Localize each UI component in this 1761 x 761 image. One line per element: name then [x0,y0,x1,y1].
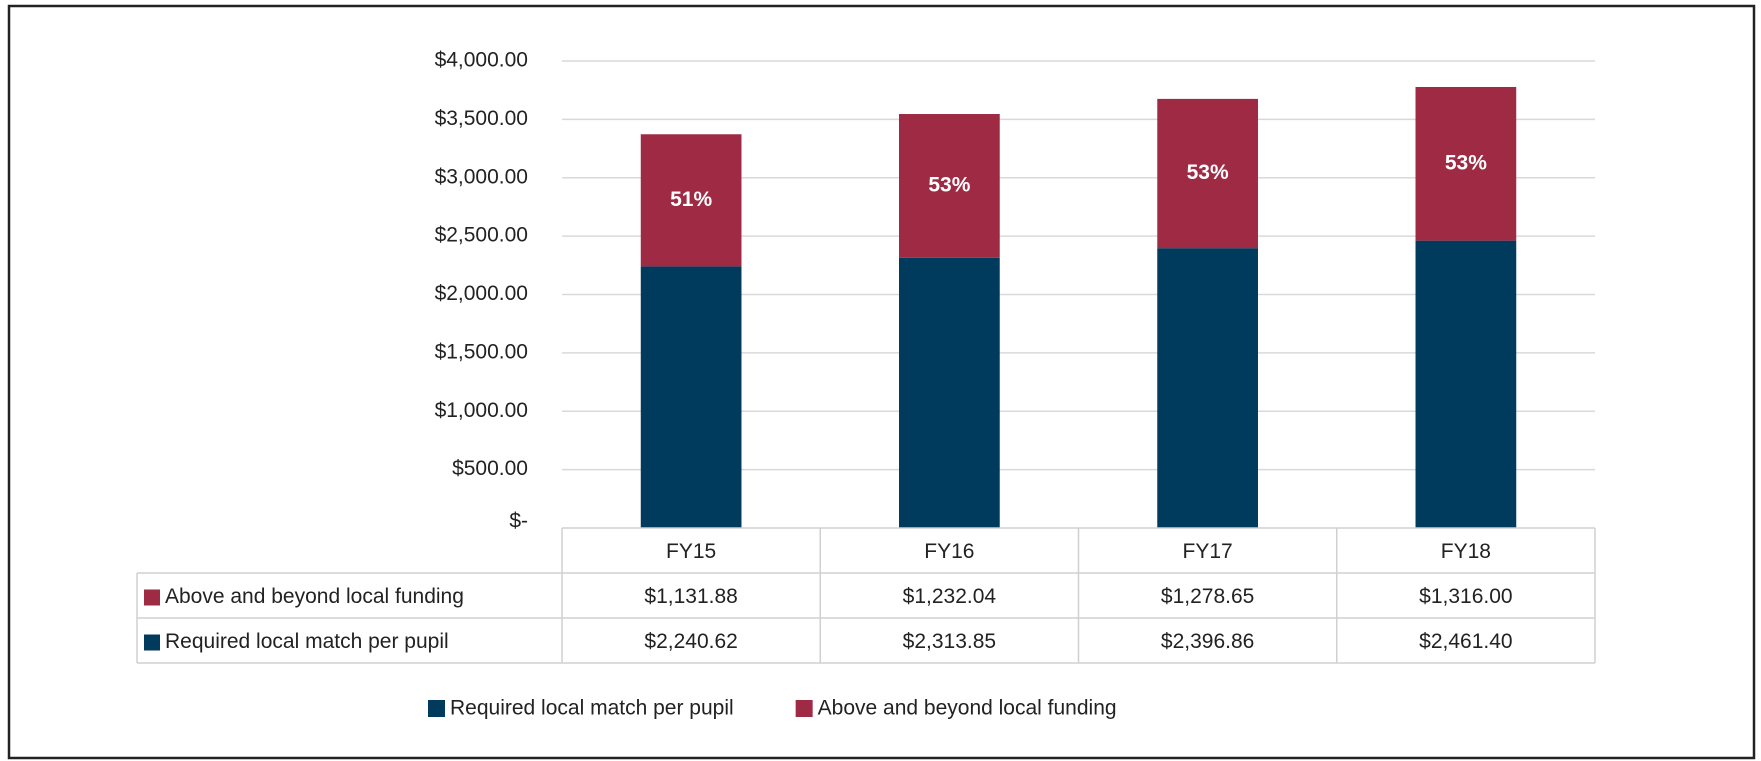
y-tick-label: $500.00 [452,457,528,480]
table-row-label: Above and beyond local funding [165,585,464,608]
bar-segment [1157,98,1258,249]
legend-label: Required local match per pupil [450,697,734,720]
table-cell: $2,313.85 [903,630,996,653]
table-legend-key [144,634,160,651]
bar-segment [640,134,742,267]
legend-key [795,700,813,717]
x-tick-label: FY15 [666,540,716,563]
percent-label: 53% [1187,161,1229,184]
table-cell: $1,278.65 [1161,585,1254,608]
table-cell: $1,316.00 [1419,585,1512,608]
x-tick-label: FY17 [1183,540,1233,563]
percent-label: 53% [1445,151,1487,174]
y-tick-label: $1,500.00 [435,340,528,363]
table-cell: $2,396.86 [1161,630,1254,653]
bar-segment [640,266,742,528]
percent-label: 51% [670,188,712,211]
percent-label: 53% [928,173,970,196]
bar-segment [1415,86,1517,241]
y-tick-label: $1,000.00 [435,399,528,422]
table-row-label: Required local match per pupil [165,630,449,653]
table-legend-key [144,589,160,606]
y-tick-label: $2,000.00 [435,282,528,305]
y-tick-label: $3,500.00 [435,107,528,130]
y-tick-label: $2,500.00 [435,224,528,247]
bar-segment [1157,248,1258,528]
legend-key [428,700,445,717]
bar-segment [899,257,1000,528]
y-tick-label: $- [509,510,528,533]
y-tick-label: $3,000.00 [435,165,528,188]
table-cell: $1,232.04 [903,585,997,608]
table-cell: $1,131.88 [644,585,737,608]
bar-segment [899,114,1000,258]
legend-label: Above and beyond local funding [818,697,1117,720]
x-tick-label: FY18 [1441,540,1491,563]
y-tick-label: $4,000.00 [435,49,528,72]
bar-segment [1415,240,1517,529]
table-cell: $2,461.40 [1419,630,1512,653]
table-cell: $2,240.62 [644,630,737,653]
x-tick-label: FY16 [924,540,974,563]
